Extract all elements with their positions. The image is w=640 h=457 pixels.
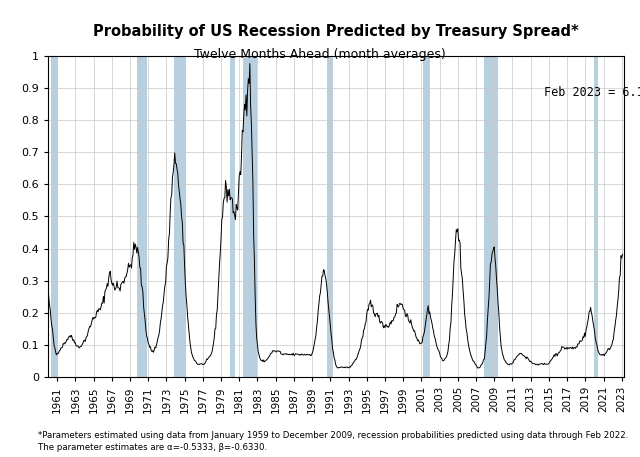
Bar bbox=[51, 56, 58, 377]
Bar bbox=[230, 56, 236, 377]
Text: *Parameters estimated using data from January 1959 to December 2009, recession p: *Parameters estimated using data from Ja… bbox=[38, 430, 628, 440]
Bar bbox=[243, 56, 257, 377]
Bar bbox=[326, 56, 333, 377]
Bar bbox=[174, 56, 186, 377]
Title: Probability of US Recession Predicted by Treasury Spread*: Probability of US Recession Predicted by… bbox=[93, 24, 579, 39]
Bar bbox=[423, 56, 429, 377]
Bar bbox=[484, 56, 498, 377]
Text: Feb 2023 = 6.1413%–: Feb 2023 = 6.1413%– bbox=[544, 86, 640, 99]
Bar bbox=[137, 56, 147, 377]
Bar bbox=[595, 56, 598, 377]
Text: Twelve Months Ahead (month averages): Twelve Months Ahead (month averages) bbox=[194, 48, 446, 61]
Text: The parameter estimates are α=-0.5333, β=-0.6330.: The parameter estimates are α=-0.5333, β… bbox=[38, 442, 268, 452]
